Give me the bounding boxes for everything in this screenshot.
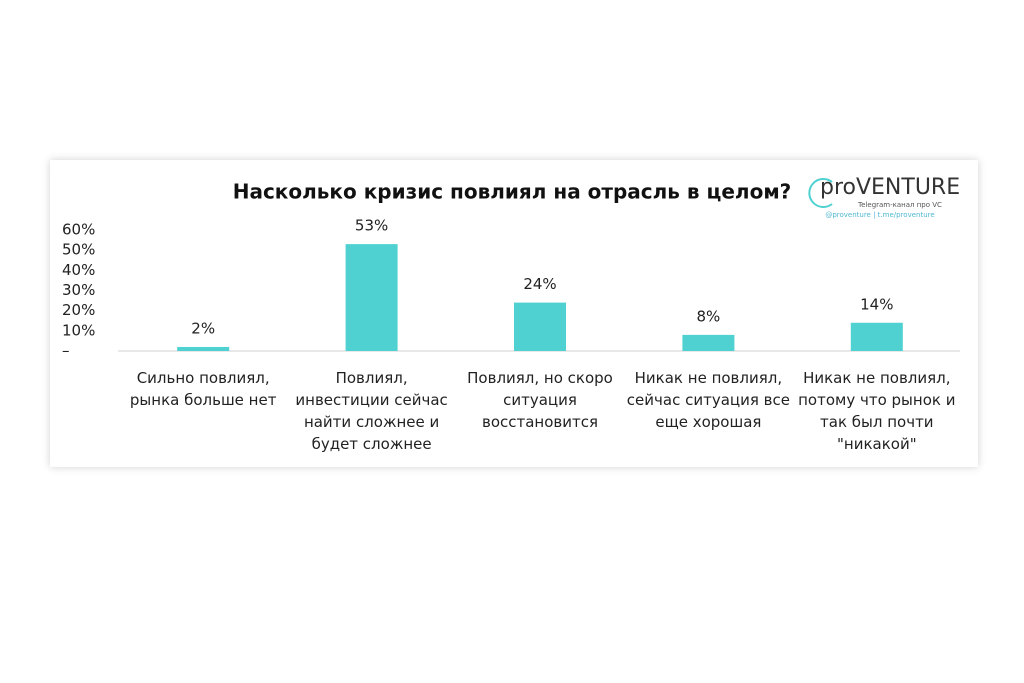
- value-label: 53%: [355, 217, 388, 235]
- logo-tagline: Telegram-канал про VC: [857, 201, 942, 209]
- logo-links: @proventure | t.me/proventure: [825, 211, 934, 219]
- y-tick-label: 60%: [62, 221, 95, 239]
- x-tick-label: Никак не повлиял, сейчас ситуация все ещ…: [626, 369, 790, 431]
- chart-title: Насколько кризис повлиял на отрасль в це…: [233, 180, 792, 204]
- logo-name: proVENTURE: [820, 175, 960, 200]
- value-label: 2%: [191, 319, 215, 337]
- y-tick-label: 30%: [62, 281, 95, 299]
- x-tick-label: Повлиял, но скоро ситуация восстановится: [467, 369, 613, 431]
- x-tick-label: Никак не повлиял, потому что рынок и так…: [798, 369, 956, 453]
- bar: [850, 322, 903, 351]
- bar: [177, 346, 230, 351]
- x-tick-label: Повлиял, инвестиции сейчас найти сложнее…: [295, 369, 448, 453]
- logo-arc: [808, 178, 833, 208]
- y-tick-label: 20%: [62, 301, 95, 319]
- bar: [682, 334, 735, 351]
- y-tick-label: 40%: [62, 261, 95, 279]
- bar: [345, 244, 398, 351]
- y-tick-label: 10%: [62, 321, 95, 339]
- bar: [514, 302, 566, 351]
- y-tick-label: –: [62, 342, 70, 360]
- x-tick-label: Сильно повлиял, рынка больше нет: [129, 369, 277, 409]
- value-label: 8%: [697, 307, 721, 325]
- value-label: 24%: [523, 275, 556, 293]
- y-tick-label: 50%: [62, 241, 95, 259]
- value-label: 14%: [860, 295, 893, 313]
